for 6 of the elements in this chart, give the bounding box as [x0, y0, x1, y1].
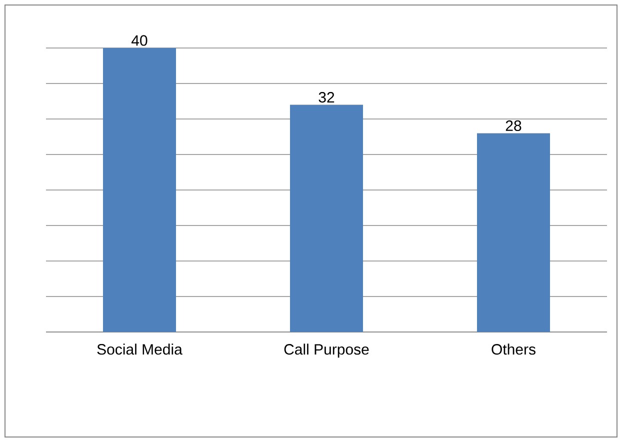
data-label: 40 [132, 35, 148, 46]
x-tick-label: Others [492, 344, 536, 355]
data-label: 32 [318, 92, 334, 103]
x-tick-label: Social Media [97, 344, 182, 355]
data-label: 28 [506, 120, 522, 131]
x-tick-label: Call Purpose [284, 344, 369, 358]
